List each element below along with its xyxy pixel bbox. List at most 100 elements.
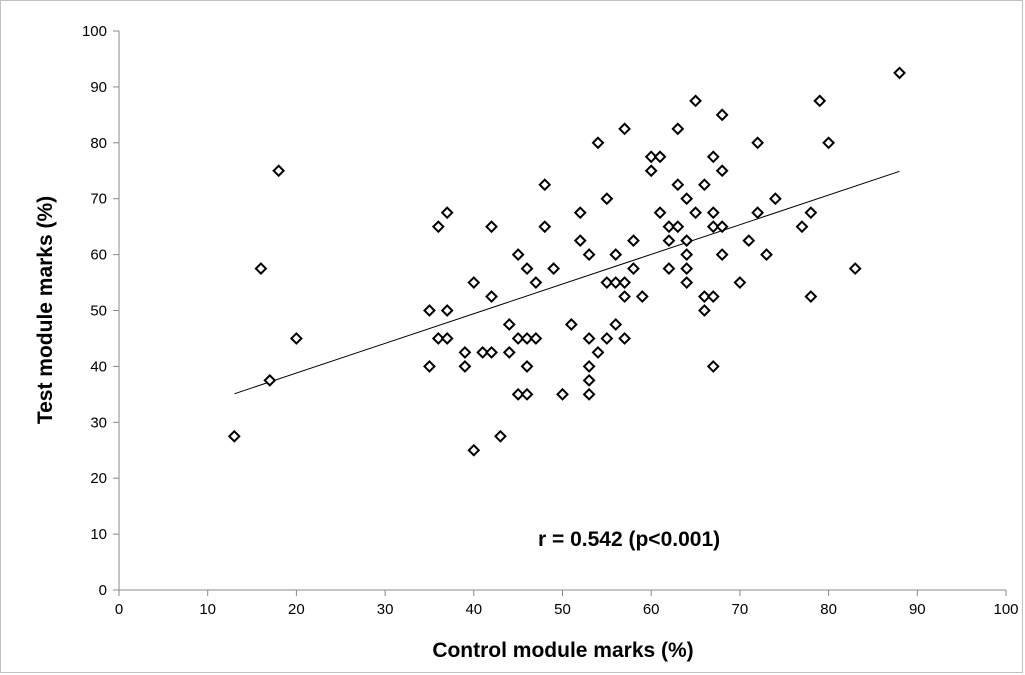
data-point bbox=[760, 248, 773, 262]
data-point bbox=[715, 220, 729, 234]
data-point bbox=[893, 66, 906, 80]
y-tick-label: 40 bbox=[90, 358, 107, 375]
data-point bbox=[706, 150, 720, 164]
data-point bbox=[591, 136, 605, 150]
x-tick-label: 10 bbox=[199, 601, 216, 618]
y-tick-label: 100 bbox=[82, 23, 107, 40]
data-point bbox=[529, 332, 543, 345]
y-tick-label: 80 bbox=[90, 135, 107, 152]
data-point bbox=[689, 206, 702, 220]
data-point bbox=[573, 234, 587, 248]
data-point bbox=[618, 290, 632, 303]
data-point bbox=[564, 318, 578, 331]
data-point bbox=[423, 304, 436, 317]
data-point bbox=[582, 359, 596, 373]
y-tick-label: 20 bbox=[90, 470, 107, 487]
data-point bbox=[289, 332, 303, 345]
data-point bbox=[511, 248, 525, 262]
x-tick-label: 0 bbox=[115, 601, 123, 618]
data-point bbox=[485, 346, 498, 359]
data-point bbox=[706, 220, 720, 234]
data-point bbox=[520, 387, 534, 401]
data-point bbox=[733, 276, 747, 289]
y-tick-label: 30 bbox=[90, 414, 107, 431]
data-point bbox=[502, 318, 516, 331]
data-point bbox=[671, 220, 685, 234]
data-point bbox=[600, 332, 614, 345]
x-tick-label: 70 bbox=[732, 601, 749, 618]
data-point bbox=[680, 248, 694, 262]
y-tick-label: 60 bbox=[90, 247, 107, 264]
data-point bbox=[715, 164, 729, 178]
data-point bbox=[573, 206, 587, 220]
data-point bbox=[254, 262, 268, 275]
data-point bbox=[485, 290, 498, 303]
data-point bbox=[680, 234, 694, 248]
data-point bbox=[609, 318, 623, 331]
data-point bbox=[272, 164, 286, 178]
data-point bbox=[627, 234, 640, 248]
data-point bbox=[804, 206, 818, 220]
data-point bbox=[680, 262, 694, 275]
x-tick-label: 60 bbox=[643, 601, 660, 618]
data-point bbox=[440, 206, 454, 220]
data-point bbox=[520, 359, 534, 373]
data-point bbox=[698, 304, 711, 317]
data-point bbox=[263, 373, 277, 387]
data-point bbox=[653, 206, 667, 220]
axes: 0 10 20 30 40 50 60 70 80 90 100 0 10 20 30 40 50 60 70 80 9… bbox=[82, 23, 1019, 618]
data-point bbox=[520, 332, 534, 345]
data-point bbox=[662, 220, 676, 234]
data-point bbox=[582, 373, 596, 387]
data-point bbox=[706, 290, 720, 303]
data-point bbox=[822, 136, 836, 150]
correlation-annotation: r = 0.542 (p<0.001) bbox=[538, 528, 720, 551]
data-point bbox=[609, 276, 623, 289]
data-point bbox=[609, 248, 623, 262]
data-point bbox=[751, 206, 765, 220]
data-point bbox=[600, 276, 614, 289]
data-point bbox=[538, 178, 552, 192]
data-point bbox=[795, 220, 809, 234]
y-tick-label: 70 bbox=[90, 191, 107, 208]
data-point bbox=[493, 429, 507, 443]
data-point bbox=[511, 387, 525, 401]
data-points bbox=[227, 66, 906, 457]
y-tick-label: 50 bbox=[90, 303, 107, 320]
data-point bbox=[706, 359, 720, 373]
data-point bbox=[715, 108, 729, 122]
data-point bbox=[635, 290, 649, 303]
x-tick-label: 20 bbox=[288, 601, 305, 618]
data-point bbox=[502, 346, 516, 359]
data-point bbox=[698, 290, 711, 303]
data-point bbox=[431, 220, 445, 234]
data-point bbox=[529, 276, 543, 289]
x-tick-label: 90 bbox=[909, 601, 926, 618]
y-tick-label: 10 bbox=[90, 526, 107, 543]
data-point bbox=[644, 164, 658, 178]
data-point bbox=[627, 262, 640, 275]
y-tick-label: 0 bbox=[99, 582, 107, 599]
data-point bbox=[485, 220, 498, 234]
x-tick-label: 50 bbox=[554, 601, 571, 618]
data-point bbox=[662, 262, 676, 275]
data-point bbox=[227, 429, 241, 443]
x-tick-label: 40 bbox=[465, 601, 482, 618]
data-point bbox=[618, 332, 632, 345]
data-point bbox=[582, 332, 596, 345]
data-point bbox=[556, 387, 569, 401]
data-point bbox=[476, 346, 490, 359]
data-point bbox=[680, 192, 694, 206]
data-point bbox=[715, 248, 729, 262]
data-point bbox=[698, 178, 711, 192]
data-point bbox=[582, 248, 596, 262]
data-point bbox=[662, 234, 676, 248]
trendline-group bbox=[234, 170, 900, 395]
data-point bbox=[742, 234, 756, 248]
x-tick-label: 80 bbox=[820, 601, 837, 618]
data-point bbox=[644, 150, 658, 164]
data-point bbox=[423, 359, 436, 373]
data-point bbox=[582, 387, 596, 401]
